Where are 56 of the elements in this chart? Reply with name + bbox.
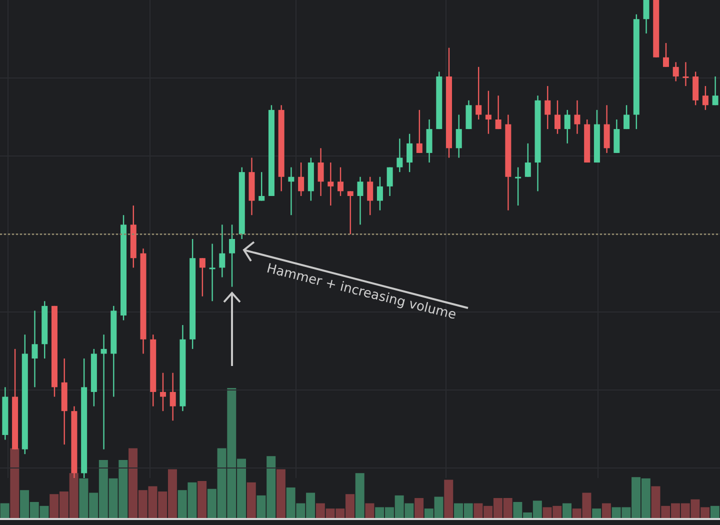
candlestick: [328, 162, 334, 206]
candlestick: [466, 100, 472, 130]
bar: [562, 503, 572, 519]
candlestick: [406, 133, 413, 173]
candlestick: [367, 176, 374, 216]
candlestick: [692, 71, 699, 106]
bar: [592, 508, 602, 519]
candlestick: [199, 258, 206, 297]
candlestick: [456, 114, 462, 158]
bar: [414, 498, 424, 519]
candlestick: [170, 372, 176, 422]
candlestick: [476, 66, 482, 120]
candlestick: [574, 100, 580, 134]
candlestick: [338, 166, 344, 197]
bar: [365, 503, 374, 519]
candlestick: [396, 138, 403, 173]
candlestick: [682, 62, 689, 87]
candlestick: [288, 166, 294, 216]
candlestick: [515, 166, 522, 206]
bar: [246, 482, 256, 519]
bar: [198, 481, 207, 519]
candlestick: [702, 85, 708, 111]
bar: [602, 503, 611, 519]
candlestick: [614, 118, 620, 154]
candlestick: [357, 176, 364, 226]
candlestick: [258, 171, 265, 202]
candlestick: [485, 90, 492, 134]
bar: [710, 506, 720, 519]
candlestick: [643, 0, 650, 34]
candlestick: [524, 142, 531, 178]
candlestick: [416, 109, 422, 154]
candlestick: [554, 100, 560, 134]
candlestick: [712, 76, 718, 106]
candlestick: [672, 62, 679, 82]
candlestick: [100, 334, 107, 450]
candlestick: [229, 224, 236, 288]
candlestick: [544, 85, 551, 130]
candlestick: [160, 372, 166, 412]
candlestick: [209, 243, 216, 302]
bar: [355, 473, 364, 519]
bar: [276, 469, 286, 519]
bar: [0, 503, 10, 519]
candlestick: [32, 310, 38, 388]
candlestick: [495, 95, 502, 130]
candlestick: [624, 104, 630, 130]
candlestick: [604, 104, 610, 154]
candlestick: [564, 109, 570, 144]
candlestick: [347, 190, 354, 235]
bar: [444, 480, 454, 519]
candlestick: [298, 162, 304, 197]
candlestick: [386, 166, 393, 197]
candlestick: [318, 148, 324, 197]
candlestick: [426, 118, 432, 164]
candlestick: [219, 224, 226, 278]
candlestick: [662, 42, 669, 68]
candlestick: [376, 176, 383, 211]
